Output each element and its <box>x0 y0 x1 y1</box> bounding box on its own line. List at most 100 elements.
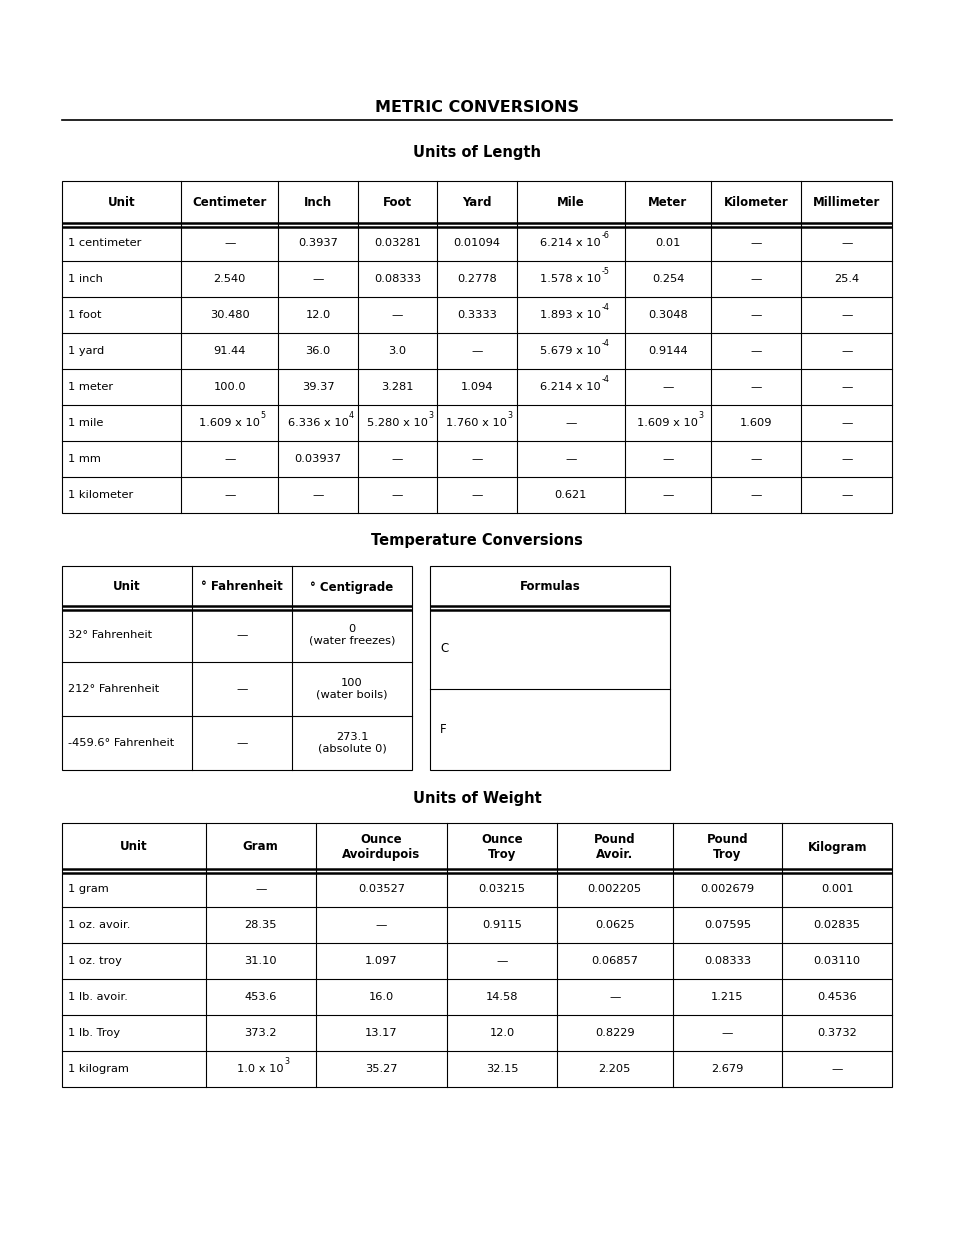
Text: 5.280 x 10: 5.280 x 10 <box>367 417 428 429</box>
Text: 0.254: 0.254 <box>651 274 683 284</box>
Text: —: — <box>564 417 576 429</box>
Text: —: — <box>312 490 323 500</box>
Text: Yard: Yard <box>462 196 491 210</box>
Text: -5: -5 <box>600 267 609 277</box>
Text: 1 centimeter: 1 centimeter <box>68 238 141 248</box>
Text: ° Centigrade: ° Centigrade <box>310 580 394 594</box>
Text: 0.01: 0.01 <box>655 238 679 248</box>
Text: 0.9115: 0.9115 <box>481 920 521 930</box>
Text: -6: -6 <box>600 231 608 241</box>
Bar <box>430 566 669 769</box>
Text: —: — <box>224 454 235 464</box>
Text: 6.336 x 10: 6.336 x 10 <box>287 417 348 429</box>
Text: 1 gram: 1 gram <box>68 884 109 894</box>
Text: 1 kilogram: 1 kilogram <box>68 1065 129 1074</box>
Text: —: — <box>471 346 482 356</box>
Text: 1 lb. Troy: 1 lb. Troy <box>68 1028 120 1037</box>
Text: —: — <box>750 310 761 320</box>
Text: —: — <box>841 417 852 429</box>
Text: 1.760 x 10: 1.760 x 10 <box>446 417 507 429</box>
Bar <box>62 566 412 769</box>
Text: 39.37: 39.37 <box>301 382 334 391</box>
Text: —: — <box>608 992 619 1002</box>
Text: 36.0: 36.0 <box>305 346 331 356</box>
Text: Pound
Troy: Pound Troy <box>706 832 747 861</box>
Text: 0.0625: 0.0625 <box>595 920 634 930</box>
Text: 1 inch: 1 inch <box>68 274 103 284</box>
Text: 1 mm: 1 mm <box>68 454 101 464</box>
Text: Formulas: Formulas <box>519 580 579 594</box>
Text: 12.0: 12.0 <box>305 310 331 320</box>
Text: 3: 3 <box>284 1057 289 1066</box>
Text: Ounce
Troy: Ounce Troy <box>480 832 522 861</box>
Text: 28.35: 28.35 <box>244 920 276 930</box>
Text: 0.08333: 0.08333 <box>703 956 750 966</box>
Text: Inch: Inch <box>304 196 332 210</box>
Text: 0.001: 0.001 <box>820 884 853 894</box>
Text: 0.621: 0.621 <box>554 490 586 500</box>
Text: 13.17: 13.17 <box>365 1028 397 1037</box>
Text: 1 foot: 1 foot <box>68 310 101 320</box>
Text: 3: 3 <box>428 411 433 420</box>
Text: 3: 3 <box>507 411 512 420</box>
Text: 0.08333: 0.08333 <box>374 274 420 284</box>
Text: C: C <box>439 642 448 655</box>
Text: 0.002205: 0.002205 <box>587 884 641 894</box>
Text: 2.205: 2.205 <box>598 1065 630 1074</box>
Text: 2.679: 2.679 <box>711 1065 743 1074</box>
Text: —: — <box>750 238 761 248</box>
Text: 1 lb. avoir.: 1 lb. avoir. <box>68 992 128 1002</box>
Text: —: — <box>750 346 761 356</box>
Text: —: — <box>750 454 761 464</box>
Text: —: — <box>831 1065 841 1074</box>
Text: 100.0: 100.0 <box>213 382 246 391</box>
Text: 32° Fahrenheit: 32° Fahrenheit <box>68 630 152 640</box>
Text: Ounce
Avoirdupois: Ounce Avoirdupois <box>342 832 420 861</box>
Text: -4: -4 <box>600 375 608 384</box>
Text: 1.578 x 10: 1.578 x 10 <box>539 274 600 284</box>
Text: —: — <box>254 884 266 894</box>
Text: ° Fahrenheit: ° Fahrenheit <box>201 580 283 594</box>
Text: 0.9144: 0.9144 <box>647 346 687 356</box>
Text: 1.893 x 10: 1.893 x 10 <box>539 310 600 320</box>
Text: Temperature Conversions: Temperature Conversions <box>371 534 582 548</box>
Text: 91.44: 91.44 <box>213 346 246 356</box>
Text: F: F <box>439 722 446 736</box>
Text: Unit: Unit <box>108 196 135 210</box>
Text: 100
(water boils): 100 (water boils) <box>315 678 387 700</box>
Text: —: — <box>471 454 482 464</box>
Text: —: — <box>661 490 673 500</box>
Text: 1.609 x 10: 1.609 x 10 <box>637 417 698 429</box>
Text: 212° Fahrenheit: 212° Fahrenheit <box>68 684 159 694</box>
Text: 373.2: 373.2 <box>244 1028 276 1037</box>
Text: Pound
Avoir.: Pound Avoir. <box>594 832 635 861</box>
Text: 0.02835: 0.02835 <box>813 920 860 930</box>
Text: 1.609 x 10: 1.609 x 10 <box>199 417 260 429</box>
Text: 35.27: 35.27 <box>365 1065 397 1074</box>
Text: 1.609: 1.609 <box>740 417 772 429</box>
Text: —: — <box>750 490 761 500</box>
Text: 3.281: 3.281 <box>381 382 414 391</box>
Text: —: — <box>841 382 852 391</box>
Text: —: — <box>841 346 852 356</box>
Text: 1 oz. troy: 1 oz. troy <box>68 956 122 966</box>
Text: —: — <box>661 382 673 391</box>
Text: 0.01094: 0.01094 <box>453 238 500 248</box>
Text: —: — <box>236 684 248 694</box>
Text: —: — <box>661 454 673 464</box>
Text: Mile: Mile <box>557 196 584 210</box>
Text: 1.0 x 10: 1.0 x 10 <box>237 1065 284 1074</box>
Text: 5.679 x 10: 5.679 x 10 <box>539 346 600 356</box>
Text: 1 yard: 1 yard <box>68 346 104 356</box>
Text: Centimeter: Centimeter <box>193 196 267 210</box>
Text: —: — <box>841 238 852 248</box>
Text: 1 meter: 1 meter <box>68 382 113 391</box>
Text: 4: 4 <box>348 411 354 420</box>
Text: 0.3937: 0.3937 <box>298 238 337 248</box>
Text: METRIC CONVERSIONS: METRIC CONVERSIONS <box>375 100 578 115</box>
Text: —: — <box>496 956 507 966</box>
Text: 1.215: 1.215 <box>711 992 743 1002</box>
Text: 2.540: 2.540 <box>213 274 246 284</box>
Text: 0.06857: 0.06857 <box>591 956 638 966</box>
Text: —: — <box>471 490 482 500</box>
